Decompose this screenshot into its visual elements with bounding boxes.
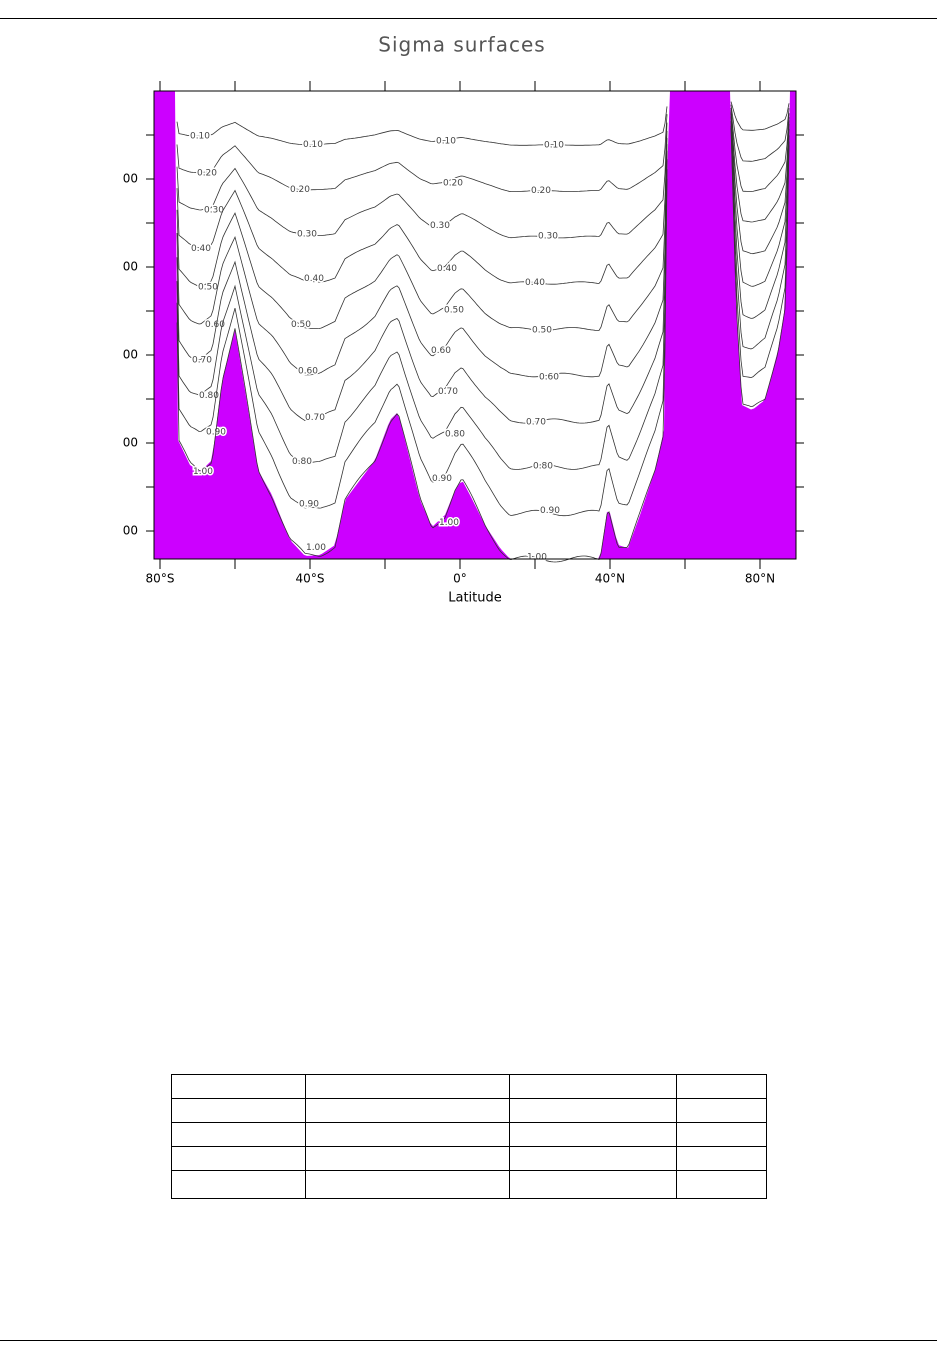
contour-label: 0.10 <box>303 140 323 150</box>
contour-line <box>176 101 790 146</box>
plot: 0.10 0.10 0.10 0.10 0.20 0.20 0.20 0.20 0.30 0.30… <box>123 81 804 586</box>
contour-line <box>176 113 790 378</box>
x-tick-label: 40°S <box>296 572 325 586</box>
contour-label: 0.50 <box>444 306 464 316</box>
contour-label: 0.80 <box>292 457 312 467</box>
contour-label: 0.80 <box>199 391 219 401</box>
y-tick-label: 00 <box>123 260 138 274</box>
x-axis-label: Latitude <box>448 591 502 606</box>
contour-label: 0.70 <box>438 387 458 397</box>
contour-label: 0.30 <box>538 232 558 242</box>
contour-label: 1.00 <box>439 518 459 528</box>
x-tick-label: 80°N <box>745 572 775 586</box>
contour-label: 0.60 <box>431 346 451 356</box>
contour-label: 0.20 <box>290 185 310 195</box>
contour-label: 0.60 <box>539 372 559 382</box>
contour-label: 0.70 <box>526 418 546 428</box>
contour-label: 0.20 <box>443 178 463 188</box>
contour-label: 0.80 <box>445 430 465 440</box>
contour-label: 0.20 <box>531 186 551 196</box>
contour-line <box>176 110 790 285</box>
contour-label: 1.00 <box>193 467 213 477</box>
contour-line <box>176 121 790 470</box>
contour-label: 0.80 <box>533 461 553 471</box>
contour-label: 0.50 <box>532 325 552 335</box>
x-tick-label: 0° <box>453 572 467 586</box>
contour-line <box>176 104 790 192</box>
contour-label: 0.10 <box>436 136 456 146</box>
contour-label: 1.00 <box>527 553 547 563</box>
contour-label: 0.90 <box>432 474 452 484</box>
contour-line <box>176 128 790 563</box>
y-tick-label: 00 <box>123 524 138 538</box>
contour-line <box>176 111 790 331</box>
table-frame <box>171 1074 767 1199</box>
contour-label: 0.90 <box>299 500 319 510</box>
plot-frame <box>153 90 797 560</box>
y-tick-label: 00 <box>123 436 138 450</box>
contour-label: 0.60 <box>205 320 225 330</box>
contour-label: 0.10 <box>544 141 564 151</box>
contour-line <box>176 116 790 424</box>
y-tick-label: 00 <box>123 172 138 186</box>
table <box>171 1074 767 1199</box>
x-tick-label: 40°N <box>595 572 625 586</box>
contour-label: 0.10 <box>190 132 210 142</box>
land <box>154 91 796 559</box>
contour-label: 0.70 <box>305 413 325 423</box>
contour-label: 1.00 <box>306 543 326 553</box>
contour-label: 0.60 <box>298 367 318 377</box>
x-tick-label: 80°S <box>146 572 175 586</box>
contour-line <box>176 107 790 239</box>
contour-label: 0.40 <box>304 274 324 284</box>
contour-label: 0.50 <box>198 282 218 292</box>
contour-label: 0.70 <box>192 356 212 366</box>
contour-label: 0.50 <box>291 320 311 330</box>
contour-label: 0.90 <box>540 506 560 516</box>
contour-label: 0.40 <box>437 264 457 274</box>
contour-label: 0.30 <box>297 229 317 239</box>
contour-label: 0.40 <box>525 278 545 288</box>
contour-label: 0.30 <box>204 206 224 216</box>
chart-title: Sigma surfaces <box>378 33 545 57</box>
contour-label: 0.20 <box>197 169 217 179</box>
contour-label: 0.30 <box>430 221 450 231</box>
contour-line <box>176 125 790 517</box>
contour-label: 0.40 <box>191 244 211 254</box>
y-tick-label: 00 <box>123 348 138 362</box>
